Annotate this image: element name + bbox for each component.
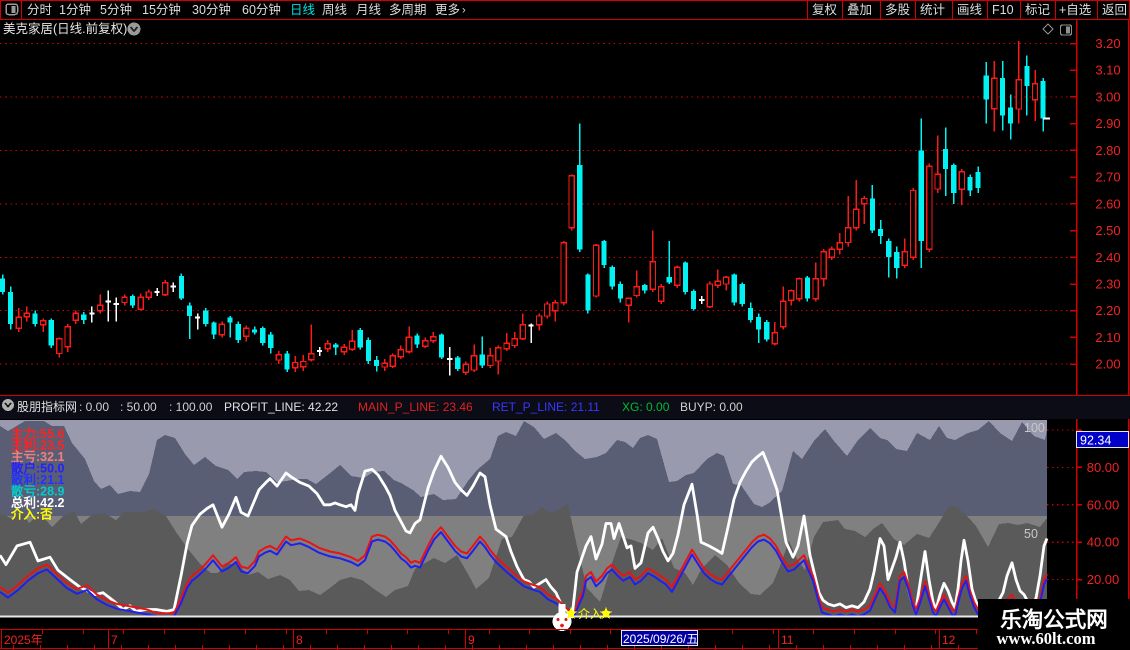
svg-text:80.00: 80.00 [1087, 460, 1120, 475]
svg-text:PROFIT_LINE: 42.22: PROFIT_LINE: 42.22 [224, 400, 338, 414]
svg-text:RET_P_LINE: 21.11: RET_P_LINE: 21.11 [492, 400, 600, 414]
svg-text:复权: 复权 [812, 2, 838, 17]
svg-text:3.20: 3.20 [1095, 36, 1120, 51]
svg-text:周线: 周线 [322, 3, 348, 17]
svg-text:主力:55.6: 主力:55.6 [11, 426, 65, 441]
svg-text:MAIN_P_LINE: 23.46: MAIN_P_LINE: 23.46 [358, 400, 473, 414]
svg-text:15分钟: 15分钟 [142, 2, 181, 17]
svg-text:主亏:32.1: 主亏:32.1 [11, 449, 65, 464]
svg-text:92.34: 92.34 [1080, 434, 1111, 448]
svg-text:叠加: 叠加 [847, 3, 872, 17]
svg-text:+自选: +自选 [1059, 3, 1092, 17]
svg-text:2.70: 2.70 [1095, 170, 1120, 185]
svg-text:XG: 0.00: XG: 0.00 [622, 400, 670, 414]
svg-text:2.20: 2.20 [1095, 303, 1120, 318]
svg-text:2.60: 2.60 [1095, 196, 1120, 211]
svg-text:60分钟: 60分钟 [242, 2, 281, 17]
svg-text:更多: 更多 [435, 3, 460, 17]
svg-text:8: 8 [296, 633, 303, 647]
svg-text:2.80: 2.80 [1095, 143, 1120, 158]
svg-text:3.00: 3.00 [1095, 89, 1120, 104]
svg-text:: 100.00: : 100.00 [169, 400, 213, 414]
svg-text:7: 7 [111, 633, 118, 647]
svg-text:: 50.00: : 50.00 [120, 400, 157, 414]
svg-text:60.00: 60.00 [1087, 497, 1120, 512]
svg-text:介入: 介入 [578, 607, 602, 621]
svg-text:BUYP: 0.00: BUYP: 0.00 [680, 400, 743, 414]
svg-text:标记: 标记 [1025, 3, 1051, 17]
svg-text:3.10: 3.10 [1095, 63, 1120, 78]
svg-text:20.00: 20.00 [1087, 572, 1120, 587]
svg-text:2025/09/26/五: 2025/09/26/五 [623, 632, 698, 646]
svg-text:30分钟: 30分钟 [192, 2, 231, 17]
svg-text:1分钟: 1分钟 [59, 2, 91, 17]
svg-text:F10: F10 [992, 3, 1014, 17]
svg-text:2.10: 2.10 [1095, 330, 1120, 345]
svg-text:美克家居(日线.前复权): 美克家居(日线.前复权) [3, 21, 127, 36]
svg-text:介入:否: 介入:否 [10, 507, 53, 522]
svg-text:11: 11 [781, 633, 794, 647]
svg-text:分时: 分时 [27, 3, 53, 17]
svg-text:2025年: 2025年 [4, 633, 43, 647]
svg-text:2.90: 2.90 [1095, 116, 1120, 131]
svg-text:2.00: 2.00 [1095, 357, 1120, 372]
svg-text:月线: 月线 [356, 3, 382, 17]
svg-text:12: 12 [942, 633, 956, 647]
svg-text:乐淘公式网: 乐淘公式网 [1000, 607, 1108, 632]
svg-text:5分钟: 5分钟 [100, 2, 132, 17]
svg-text:›: › [462, 5, 466, 17]
svg-text:统计: 统计 [920, 3, 945, 17]
svg-text:散户:50.0: 散户:50.0 [11, 461, 65, 476]
svg-text:50: 50 [1024, 527, 1038, 541]
svg-text:: 0.00: : 0.00 [79, 400, 109, 414]
svg-text:散利:21.1: 散利:21.1 [11, 472, 65, 487]
svg-text:www.60lt.com: www.60lt.com [997, 629, 1096, 648]
svg-text:40.00: 40.00 [1087, 535, 1120, 550]
svg-text:多周期: 多周期 [389, 3, 427, 17]
svg-text:2.30: 2.30 [1095, 277, 1120, 292]
svg-text:返回: 返回 [1102, 3, 1127, 17]
svg-text:总利:42.2: 总利:42.2 [11, 495, 65, 510]
svg-text:散亏:28.9: 散亏:28.9 [11, 484, 65, 499]
svg-text:主利:23.5: 主利:23.5 [11, 438, 65, 453]
svg-text:画线: 画线 [957, 3, 983, 17]
svg-text:9: 9 [468, 633, 475, 647]
svg-text:2.40: 2.40 [1095, 250, 1120, 265]
svg-text:100: 100 [1024, 421, 1045, 435]
svg-text:多股: 多股 [885, 3, 911, 17]
svg-text:2.50: 2.50 [1095, 223, 1120, 238]
svg-text:股朋指标网: 股朋指标网 [17, 399, 77, 414]
svg-text:日线: 日线 [290, 3, 316, 17]
